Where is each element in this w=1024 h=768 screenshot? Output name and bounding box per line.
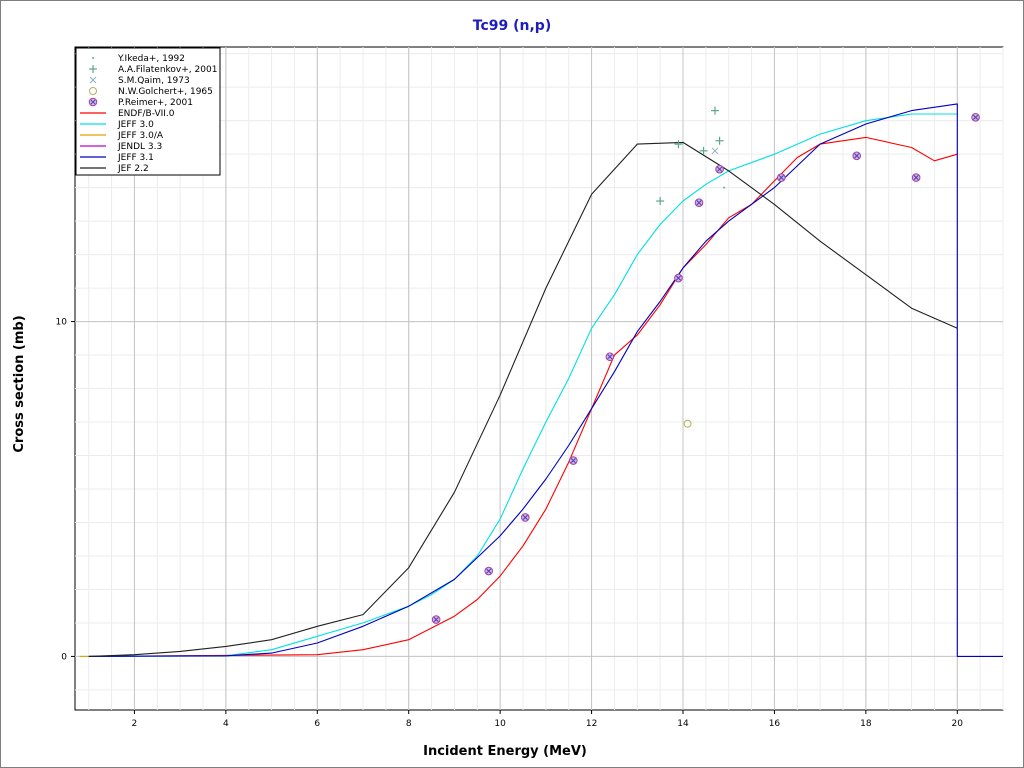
x-tick-label: 16 — [769, 719, 781, 729]
data-point — [711, 147, 719, 155]
data-point — [674, 273, 683, 283]
series-layer — [79, 103, 1003, 657]
data-point — [568, 456, 578, 465]
x-tick-label: 20 — [952, 719, 964, 729]
marker-x-b — [854, 153, 860, 159]
series-points-n-w-golchert-1965 — [683, 419, 692, 428]
marker-x-b — [973, 114, 979, 120]
data-point — [484, 566, 494, 576]
legend-entry-label: Y.Ikeda+, 1992 — [117, 54, 185, 64]
data-point — [605, 352, 615, 362]
legend-box — [75, 47, 221, 176]
data-point — [715, 136, 724, 145]
marker-cross-b — [711, 147, 719, 155]
marker-x-b — [778, 175, 784, 181]
marker-x-b — [913, 175, 919, 181]
data-point — [431, 615, 441, 624]
data-point — [674, 140, 683, 149]
marker-circle — [683, 419, 692, 428]
series-points-a-a-filatenkov-2001 — [656, 106, 724, 206]
data-point — [776, 173, 786, 182]
x-tick-label: 6 — [314, 719, 320, 729]
y-tick-label: 0 — [61, 652, 67, 662]
series-points-p-reimer-2001 — [431, 113, 980, 624]
legend-entry-label: JENDL 3.3 — [117, 142, 162, 152]
x-tick-label: 4 — [223, 719, 229, 729]
marker-dot — [723, 186, 726, 189]
series-line-jeff-3-1 — [88, 103, 1003, 657]
y-axis-label: Cross section (mb) — [12, 315, 27, 452]
series-line-jef-2-2 — [88, 141, 958, 657]
legend-marker-swatch — [89, 76, 97, 84]
series-points-y-ikeda-1992 — [723, 186, 726, 189]
marker-x-b — [90, 99, 96, 105]
series-points-s-m-qaim-1973 — [711, 147, 719, 155]
marker-x-b — [607, 354, 613, 360]
legend-entry-label: P.Reimer+, 2001 — [118, 98, 193, 108]
marker-x-b — [675, 275, 681, 281]
data-point — [911, 173, 921, 182]
legend-entry-label: JEFF 3.0/A — [117, 131, 164, 141]
axis-ticks: 2 4 6 8 10 12 14 16 18 20 0 10 — [56, 318, 964, 729]
legend-entry-label: JEFF 3.1 — [117, 153, 154, 163]
legend-marker-swatch — [89, 87, 97, 95]
series-line-jeff-3-0 — [88, 113, 958, 657]
x-tick-label: 12 — [586, 719, 597, 729]
marker-x-b — [696, 200, 702, 206]
data-point — [656, 197, 665, 206]
legend-marker-swatch — [89, 65, 97, 73]
marker-circle — [89, 87, 97, 95]
legend-entry-label: JEFF 3.0 — [117, 120, 154, 130]
major-grid — [75, 47, 1003, 710]
legend-entry-label: A.A.Filatenkov+, 2001 — [118, 65, 217, 75]
legend-entry-label: ENDF/B-VII.0 — [118, 109, 175, 119]
x-tick-label: 8 — [406, 719, 412, 729]
marker-x-b — [486, 568, 492, 574]
marker-cross-b — [89, 76, 97, 84]
x-tick-label: 2 — [132, 719, 138, 729]
x-axis-label: Incident Energy (MeV) — [423, 744, 587, 759]
data-point — [852, 151, 862, 161]
data-point — [699, 146, 708, 155]
marker-x-b — [717, 166, 723, 172]
legend-marker-swatch — [92, 57, 94, 59]
legend-marker-swatch — [88, 97, 98, 107]
data-point — [520, 513, 530, 522]
data-point — [715, 164, 724, 174]
marker-x-b — [433, 617, 439, 623]
chart-title: Tc99 (n,p) — [473, 18, 551, 34]
data-point — [694, 198, 704, 208]
marker-dot — [92, 57, 94, 59]
legend-entry-label: S.M.Qaim, 1973 — [118, 76, 190, 86]
data-point — [711, 106, 719, 115]
legend-entry-label: N.W.Golchert+, 1965 — [118, 87, 213, 97]
y-tick-label: 10 — [56, 318, 68, 328]
marker-x-b — [570, 457, 576, 464]
data-point — [971, 113, 980, 122]
marker-x-b — [522, 514, 528, 521]
plot-area — [74, 46, 1004, 711]
x-tick-label: 18 — [860, 719, 872, 729]
x-tick-label: 10 — [494, 719, 506, 729]
x-tick-label: 14 — [677, 719, 689, 729]
data-point — [723, 186, 726, 189]
data-point — [683, 419, 692, 428]
legend-entry-label: JEF 2.2 — [117, 164, 149, 174]
